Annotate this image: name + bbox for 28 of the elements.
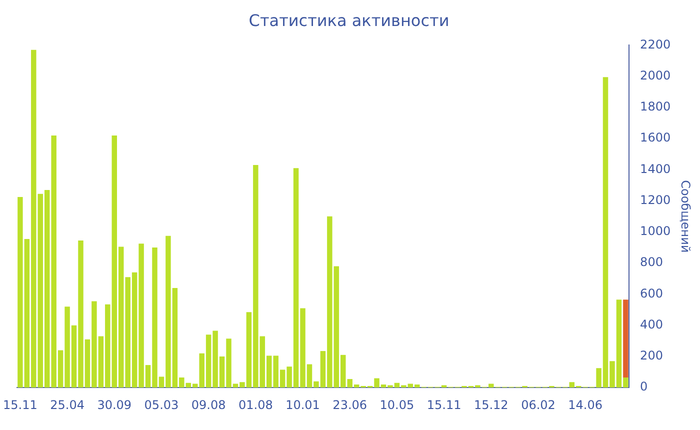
x-tick-label: 15.12 (474, 398, 508, 412)
y-tick-label: 2000 (640, 68, 671, 82)
y-tick-label: 600 (640, 286, 663, 300)
y-tick-label: 200 (640, 348, 663, 363)
y-tick-label: 400 (640, 317, 663, 332)
x-tick-label: 15.11 (426, 398, 462, 412)
bar (623, 300, 628, 378)
y-tick-label: 1400 (640, 162, 671, 176)
y-tick-label: 800 (640, 255, 663, 270)
x-tick-label: 14.06 (568, 398, 603, 412)
x-tick-label: 01.08 (238, 398, 273, 412)
x-tick-label: 05.03 (144, 398, 179, 412)
chart-title: Статистика активности (248, 10, 450, 30)
x-tick-label: 15.11 (3, 398, 38, 412)
y-tick-label: 2200 (640, 37, 671, 52)
x-tick-label: 30.09 (97, 398, 132, 412)
x-tick-label: 06.02 (521, 398, 556, 412)
x-tick-label: 10.01 (286, 398, 320, 412)
y-axis-title: Сообщений (678, 180, 693, 253)
y-tick-label: 1000 (640, 224, 671, 238)
x-tick-label: 10.05 (380, 398, 414, 412)
y-tick-label: 0 (640, 380, 648, 394)
x-tick-label: 09.08 (191, 398, 226, 412)
x-tick-label: 23.06 (332, 398, 368, 412)
x-tick-label: 25.04 (50, 398, 84, 412)
y-tick-label: 1600 (640, 130, 671, 145)
y-tick-label: 1800 (640, 100, 671, 114)
y-tick-label: 1200 (640, 192, 671, 207)
